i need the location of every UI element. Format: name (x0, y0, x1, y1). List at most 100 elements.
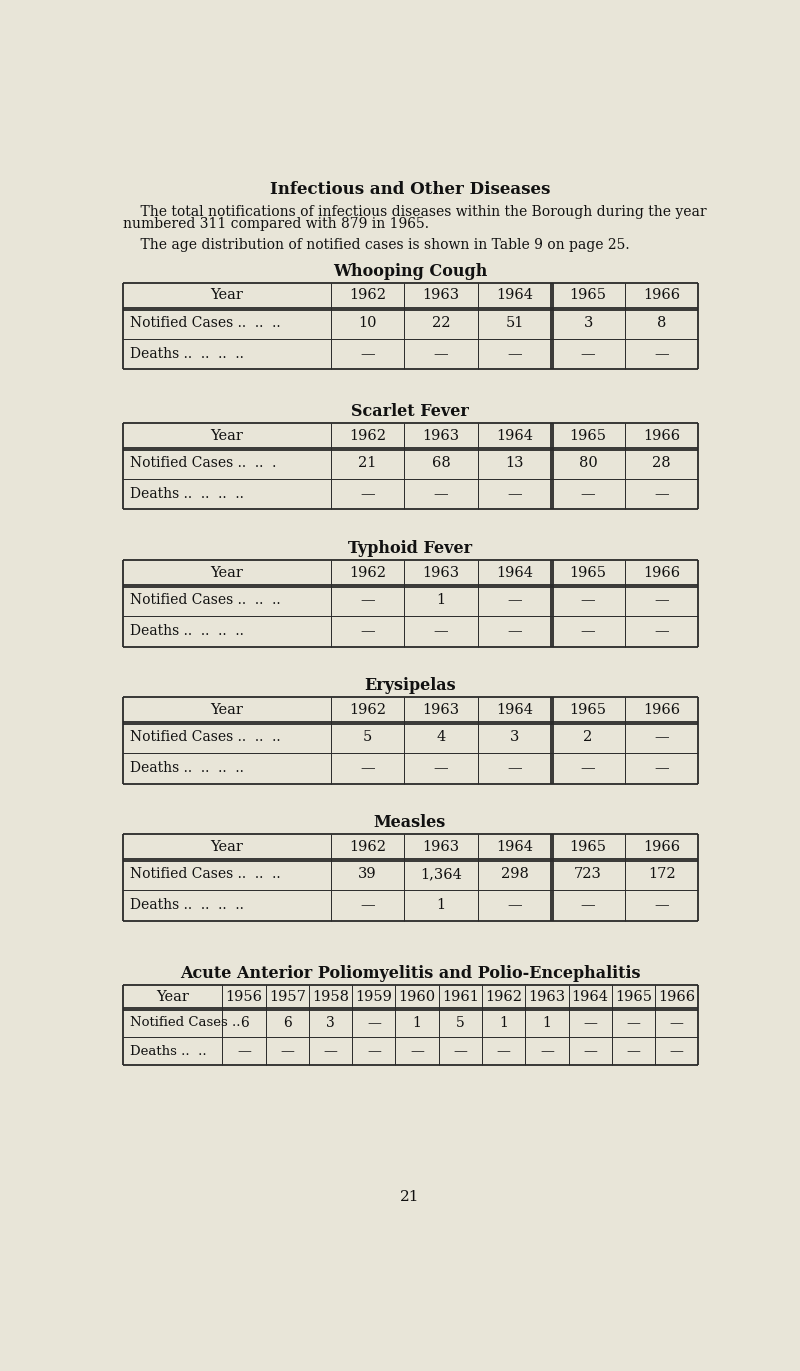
Text: 1965: 1965 (615, 990, 652, 1004)
Text: —: — (410, 1045, 424, 1058)
Text: 172: 172 (648, 868, 675, 882)
Text: 4: 4 (437, 731, 446, 744)
Text: 10: 10 (358, 317, 377, 330)
Text: —: — (324, 1045, 338, 1058)
Text: —: — (654, 731, 669, 744)
Text: —: — (434, 347, 449, 361)
Text: 13: 13 (506, 457, 524, 470)
Text: —: — (581, 594, 595, 607)
Text: 1966: 1966 (643, 703, 680, 717)
Text: 1964: 1964 (496, 703, 533, 717)
Text: 1963: 1963 (528, 990, 566, 1004)
Text: —: — (581, 487, 595, 500)
Text: Notified Cases ..  ..  ..: Notified Cases .. .. .. (130, 731, 281, 744)
Text: 1966: 1966 (643, 840, 680, 854)
Text: Year: Year (157, 990, 190, 1004)
Text: —: — (581, 624, 595, 638)
Text: Erysipelas: Erysipelas (364, 677, 456, 694)
Text: —: — (507, 594, 522, 607)
Text: numbered 311 compared with 879 in 1965.: numbered 311 compared with 879 in 1965. (123, 217, 430, 230)
Text: 3: 3 (510, 731, 519, 744)
Text: 1965: 1965 (570, 288, 606, 303)
Text: 22: 22 (432, 317, 450, 330)
Text: 1965: 1965 (570, 566, 606, 580)
Text: 1962: 1962 (349, 703, 386, 717)
Text: 1959: 1959 (355, 990, 392, 1004)
Text: 1961: 1961 (442, 990, 479, 1004)
Text: 1963: 1963 (422, 288, 460, 303)
Text: —: — (434, 487, 449, 500)
Text: Notified Cases ..  ..  ..: Notified Cases .. .. .. (130, 868, 281, 882)
Text: Deaths ..  ..: Deaths .. .. (130, 1045, 207, 1057)
Text: 1965: 1965 (570, 429, 606, 443)
Text: Notified Cases ..: Notified Cases .. (130, 1016, 241, 1030)
Text: —: — (360, 487, 375, 500)
Text: 68: 68 (432, 457, 450, 470)
Text: 1965: 1965 (570, 703, 606, 717)
Text: 1963: 1963 (422, 566, 460, 580)
Text: 1: 1 (413, 1016, 422, 1030)
Text: 1962: 1962 (349, 429, 386, 443)
Text: 723: 723 (574, 868, 602, 882)
Text: —: — (581, 347, 595, 361)
Text: 298: 298 (501, 868, 529, 882)
Text: 21: 21 (400, 1190, 420, 1204)
Text: —: — (583, 1045, 597, 1058)
Text: —: — (237, 1045, 251, 1058)
Text: Typhoid Fever: Typhoid Fever (348, 540, 472, 557)
Text: 3: 3 (583, 317, 593, 330)
Text: Whooping Cough: Whooping Cough (333, 263, 487, 280)
Text: 1962: 1962 (349, 288, 386, 303)
Text: 5: 5 (363, 731, 372, 744)
Text: 51: 51 (506, 317, 524, 330)
Text: —: — (367, 1016, 381, 1030)
Text: 1,364: 1,364 (420, 868, 462, 882)
Text: Deaths ..  ..  ..  ..: Deaths .. .. .. .. (130, 761, 244, 775)
Text: 1964: 1964 (496, 429, 533, 443)
Text: —: — (583, 1016, 597, 1030)
Text: Infectious and Other Diseases: Infectious and Other Diseases (270, 181, 550, 199)
Text: 1964: 1964 (496, 840, 533, 854)
Text: 1962: 1962 (349, 840, 386, 854)
Text: Scarlet Fever: Scarlet Fever (351, 403, 469, 421)
Text: Notified Cases ..  ..  ..: Notified Cases .. .. .. (130, 317, 281, 330)
Text: 1965: 1965 (570, 840, 606, 854)
Text: —: — (507, 761, 522, 775)
Text: 1966: 1966 (643, 429, 680, 443)
Text: —: — (581, 761, 595, 775)
Text: 6: 6 (283, 1016, 292, 1030)
Text: 1: 1 (499, 1016, 508, 1030)
Text: —: — (654, 624, 669, 638)
Text: —: — (654, 761, 669, 775)
Text: Deaths ..  ..  ..  ..: Deaths .. .. .. .. (130, 898, 244, 912)
Text: Year: Year (210, 840, 243, 854)
Text: 1958: 1958 (312, 990, 349, 1004)
Text: 1: 1 (437, 594, 446, 607)
Text: 1966: 1966 (643, 288, 680, 303)
Text: —: — (654, 898, 669, 912)
Text: 3: 3 (326, 1016, 335, 1030)
Text: —: — (360, 898, 375, 912)
Text: —: — (507, 624, 522, 638)
Text: 1963: 1963 (422, 429, 460, 443)
Text: 39: 39 (358, 868, 377, 882)
Text: —: — (507, 898, 522, 912)
Text: Year: Year (210, 703, 243, 717)
Text: Year: Year (210, 566, 243, 580)
Text: Deaths ..  ..  ..  ..: Deaths .. .. .. .. (130, 347, 244, 361)
Text: Deaths ..  ..  ..  ..: Deaths .. .. .. .. (130, 624, 244, 638)
Text: —: — (670, 1045, 684, 1058)
Text: —: — (507, 487, 522, 500)
Text: —: — (507, 347, 522, 361)
Text: Year: Year (210, 429, 243, 443)
Text: Notified Cases ..  ..  ..: Notified Cases .. .. .. (130, 594, 281, 607)
Text: —: — (281, 1045, 294, 1058)
Text: 1964: 1964 (496, 288, 533, 303)
Text: —: — (434, 624, 449, 638)
Text: —: — (367, 1045, 381, 1058)
Text: —: — (360, 594, 375, 607)
Text: The total notifications of infectious diseases within the Borough during the yea: The total notifications of infectious di… (123, 204, 707, 218)
Text: Deaths ..  ..  ..  ..: Deaths .. .. .. .. (130, 487, 244, 500)
Text: —: — (360, 347, 375, 361)
Text: —: — (434, 761, 449, 775)
